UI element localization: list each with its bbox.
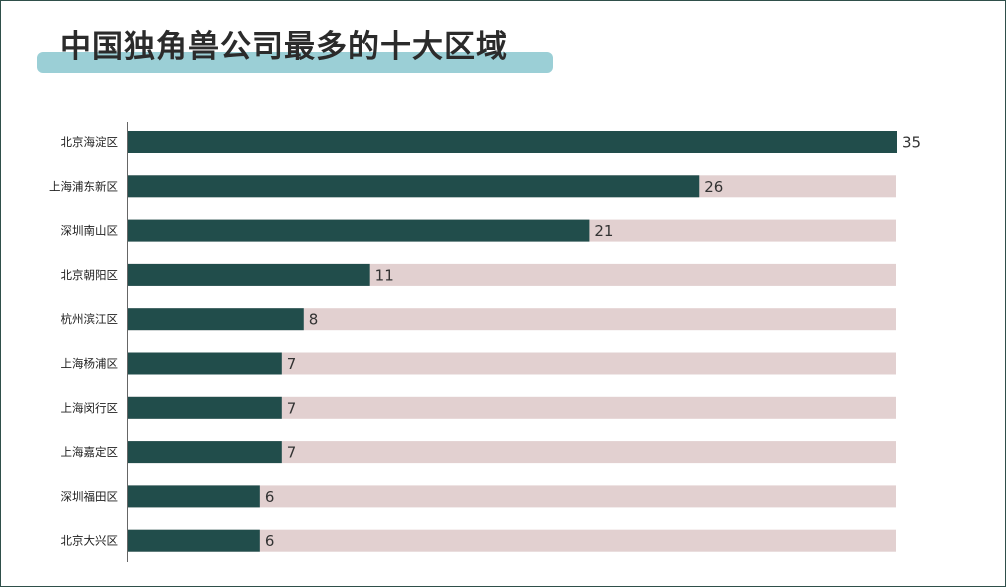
data-label: 26 bbox=[704, 178, 723, 196]
bar-track bbox=[128, 396, 896, 419]
bar bbox=[128, 441, 282, 464]
bar bbox=[128, 219, 590, 242]
bar bbox=[128, 175, 700, 198]
data-label: 21 bbox=[594, 222, 613, 240]
bar bbox=[128, 485, 260, 508]
category-label: 北京大兴区 bbox=[61, 534, 119, 548]
category-label: 上海浦东新区 bbox=[49, 179, 118, 193]
category-label: 杭州滨江区 bbox=[61, 312, 119, 326]
chart-title: 中国独角兽公司最多的十大区域 bbox=[60, 29, 508, 65]
bar-track bbox=[128, 529, 896, 552]
data-label: 35 bbox=[902, 134, 921, 152]
category-label: 上海嘉定区 bbox=[61, 445, 119, 459]
data-label: 7 bbox=[287, 444, 297, 462]
bar bbox=[128, 263, 370, 286]
bar bbox=[128, 131, 897, 153]
bar bbox=[128, 529, 260, 552]
bar-track bbox=[128, 485, 896, 508]
data-label: 6 bbox=[265, 532, 275, 550]
category-label: 上海杨浦区 bbox=[61, 357, 119, 371]
data-label: 7 bbox=[287, 399, 297, 417]
bar bbox=[128, 396, 282, 419]
category-label: 北京海淀区 bbox=[61, 135, 119, 149]
category-label: 深圳福田区 bbox=[61, 489, 119, 503]
data-label: 8 bbox=[309, 311, 319, 329]
bar-track bbox=[128, 308, 896, 331]
bar-track bbox=[128, 441, 896, 464]
title-highlight bbox=[37, 52, 553, 73]
category-label: 北京朝阳区 bbox=[61, 268, 119, 282]
data-label: 11 bbox=[375, 266, 394, 284]
bar bbox=[128, 352, 282, 375]
bars-group: 北京海淀区 35 上海浦东新区 26 深圳南山区 21 北京朝阳区 11 杭州滨江区 8 上海杨浦区… bbox=[49, 131, 921, 552]
bar bbox=[128, 308, 304, 331]
category-label: 深圳南山区 bbox=[61, 224, 119, 238]
bar-track bbox=[128, 352, 896, 375]
data-label: 7 bbox=[287, 355, 297, 373]
data-label: 6 bbox=[265, 488, 275, 506]
category-label: 上海闵行区 bbox=[61, 401, 119, 415]
